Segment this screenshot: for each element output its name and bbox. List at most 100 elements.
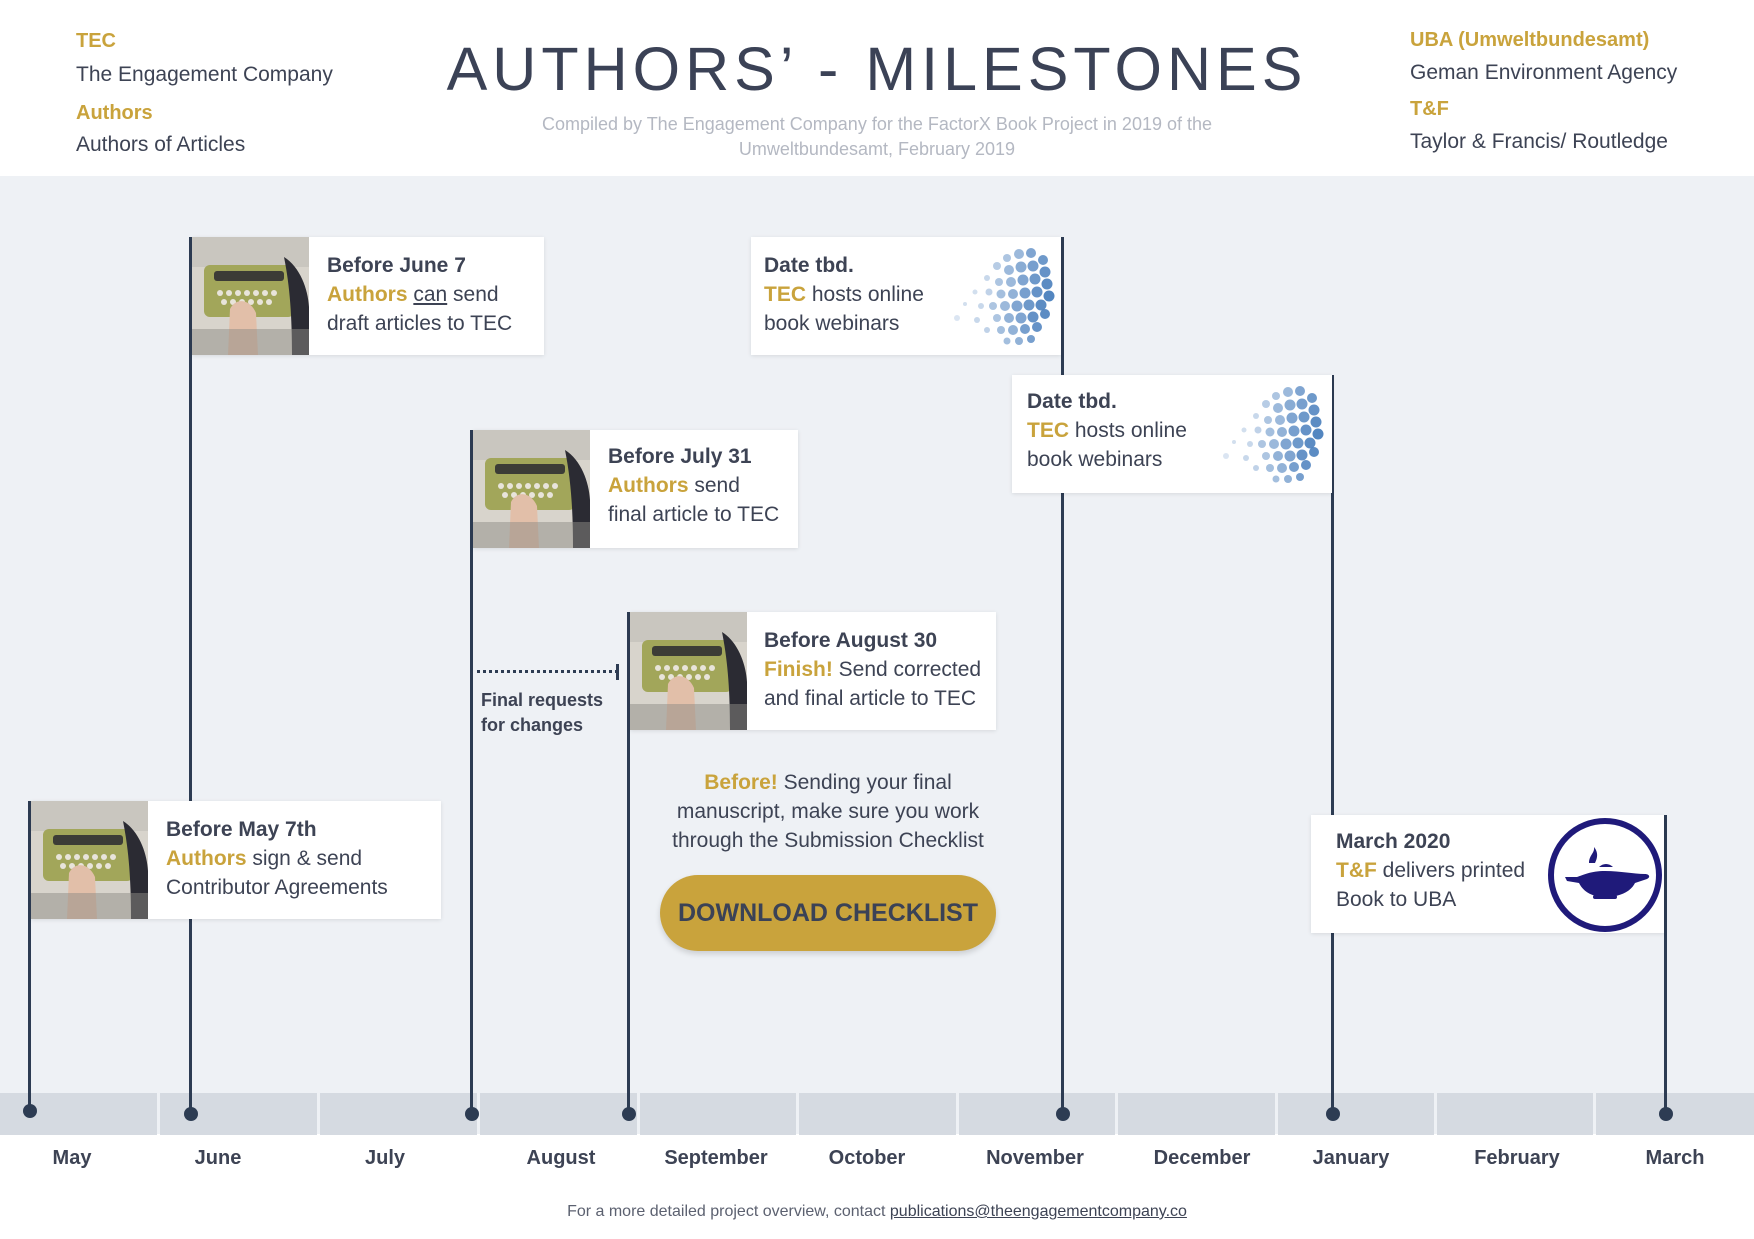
- milestone-line-aug30: [627, 612, 630, 1113]
- card-rest: hosts online: [1069, 419, 1187, 442]
- card-actor: Authors: [166, 847, 247, 870]
- final-requests-connector: [477, 670, 618, 673]
- card-actor: Authors: [327, 283, 408, 306]
- typewriter-photo: [630, 612, 747, 730]
- milestone-dot-july31: [465, 1107, 479, 1121]
- typewriter-photo: [192, 237, 309, 355]
- card-text-july31: Before July 31 Authors send final articl…: [608, 442, 779, 529]
- checklist-note-line3: through the Submission Checklist: [672, 829, 984, 852]
- month-label-september: September: [664, 1147, 768, 1169]
- month-cell-october: [799, 1093, 956, 1135]
- card-line2: Contributor Agreements: [166, 876, 388, 899]
- card-heading: Before June 7: [327, 254, 466, 277]
- legend-key-uba: UBA (Umweltbundesamt): [1410, 29, 1650, 51]
- milestone-dot-aug30: [622, 1107, 636, 1121]
- card-rest: sign & send: [246, 847, 363, 870]
- month-label-august: August: [526, 1147, 596, 1169]
- card-text-march2020: March 2020 T&F delivers printed Book to …: [1336, 827, 1525, 914]
- month-label-january: January: [1312, 1147, 1390, 1169]
- oil-lamp-logo-icon: [1548, 818, 1662, 932]
- checklist-note-line2: manuscript, make sure you work: [676, 800, 980, 823]
- legend-key-authors: Authors: [76, 102, 153, 124]
- checklist-note-lead: Before!: [704, 771, 778, 794]
- page-subtitle: Compiled by The Engagement Company for t…: [480, 112, 1274, 162]
- card-text-aug30: Before August 30 Finish! Send corrected …: [764, 626, 981, 713]
- legend-value-uba: Geman Environment Agency: [1410, 61, 1678, 84]
- milestone-card-june7: Before June 7 Authors can send draft art…: [192, 237, 544, 355]
- subtitle-line-1: Compiled by The Engagement Company for t…: [541, 114, 1213, 134]
- month-label-november: November: [986, 1147, 1084, 1169]
- month-cell-february: [1437, 1093, 1593, 1135]
- final-requests-label: Final requests for changes: [481, 688, 603, 738]
- milestone-dot-june7: [184, 1107, 198, 1121]
- milestone-card-march2020: March 2020 T&F delivers printed Book to …: [1311, 815, 1664, 933]
- card-actor: TEC: [764, 283, 806, 306]
- month-label-october: October: [828, 1147, 906, 1169]
- card-text-may7: Before May 7th Authors sign & send Contr…: [166, 815, 388, 902]
- card-rest: hosts online: [806, 283, 924, 306]
- card-line2: final article to TEC: [608, 503, 780, 526]
- milestone-dot-webinar1: [1056, 1107, 1070, 1121]
- card-rest: send: [447, 283, 499, 306]
- milestone-line-may7: [28, 801, 31, 1113]
- card-heading: Before August 30: [764, 629, 938, 652]
- card-rest: Send corrected: [832, 658, 982, 681]
- legend-value-authors: Authors of Articles: [76, 133, 246, 156]
- milestone-line-july31: [470, 430, 473, 1113]
- legend-value-tf: Taylor & Francis/ Routledge: [1410, 130, 1668, 153]
- milestone-dot-webinar2: [1326, 1107, 1340, 1121]
- month-label-may: May: [52, 1147, 92, 1169]
- card-heading: Before July 31: [608, 445, 752, 468]
- legend-value-tec: The Engagement Company: [76, 63, 333, 86]
- month-label-february: February: [1474, 1147, 1560, 1169]
- month-cell-january: [1278, 1093, 1434, 1135]
- month-cell-july: [320, 1093, 477, 1135]
- month-label-december: December: [1153, 1147, 1251, 1169]
- legend-key-tec: TEC: [76, 30, 116, 52]
- footer: For a more detailed project overview, co…: [0, 1203, 1754, 1221]
- dotted-globe-icon: [954, 248, 1055, 345]
- milestone-dot-may7: [23, 1104, 37, 1118]
- subtitle-line-2: Umweltbundesamt, February 2019: [738, 139, 1016, 159]
- card-rest: delivers printed: [1376, 859, 1526, 882]
- month-cell-november: [959, 1093, 1115, 1135]
- card-heading: March 2020: [1336, 830, 1451, 853]
- month-label-july: July: [364, 1147, 406, 1169]
- card-line2: book webinars: [1027, 448, 1163, 471]
- milestone-line-june7: [189, 237, 192, 1113]
- card-text-june7: Before June 7 Authors can send draft art…: [327, 251, 512, 338]
- typewriter-photo: [31, 801, 148, 919]
- card-actor: T&F: [1336, 859, 1377, 882]
- checklist-note-line1: Sending your final: [777, 771, 952, 794]
- dotted-globe-icon: [1223, 386, 1324, 483]
- header: TEC The Engagement Company Authors Autho…: [0, 0, 1754, 176]
- card-actor: TEC: [1027, 419, 1069, 442]
- milestone-card-aug30: Before August 30 Finish! Send corrected …: [630, 612, 996, 730]
- card-rest: send: [688, 474, 740, 497]
- month-label-march: March: [1645, 1147, 1705, 1169]
- milestone-line-webinar1: [1061, 237, 1064, 1113]
- card-heading: Date tbd.: [1027, 390, 1117, 413]
- month-cell-august: [480, 1093, 637, 1135]
- card-text-webinar2: Date tbd. TEC hosts online book webinars: [1027, 387, 1187, 474]
- card-line2: Book to UBA: [1336, 888, 1457, 911]
- card-actor: Authors: [608, 474, 689, 497]
- card-verb: can: [413, 283, 448, 306]
- card-heading: Before May 7th: [166, 818, 317, 841]
- legend-key-tf: T&F: [1410, 98, 1449, 120]
- download-checklist-button[interactable]: DOWNLOAD CHECKLIST: [660, 875, 996, 951]
- month-cell-march: [1596, 1093, 1754, 1135]
- card-heading: Date tbd.: [764, 254, 854, 277]
- card-line2: and final article to TEC: [764, 687, 977, 710]
- milestone-card-july31: Before July 31 Authors send final articl…: [473, 430, 798, 548]
- card-line2: draft articles to TEC: [327, 312, 513, 335]
- card-text-webinar1: Date tbd. TEC hosts online book webinars: [764, 251, 924, 338]
- page-title: AUTHORS’ - MILESTONES: [446, 35, 1308, 103]
- contact-email-link[interactable]: publications@theengagementcompany.co: [889, 1203, 1187, 1220]
- final-requests-connector-end: [616, 664, 619, 680]
- card-line2: book webinars: [764, 312, 900, 335]
- month-cell-september: [640, 1093, 796, 1135]
- checklist-note: Before! Sending your final manuscript, m…: [640, 768, 1016, 855]
- final-requests-line-2: for changes: [481, 715, 584, 735]
- typewriter-photo: [473, 430, 590, 548]
